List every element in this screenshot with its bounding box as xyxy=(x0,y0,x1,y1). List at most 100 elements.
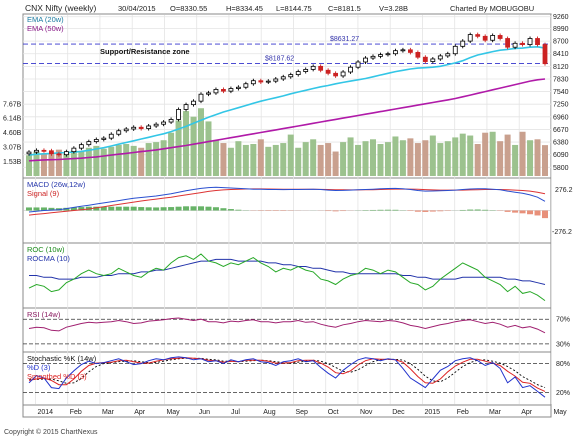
candle-body xyxy=(87,142,91,145)
volume-bar xyxy=(460,134,466,176)
macd-histogram-bar xyxy=(205,207,211,211)
candle-body xyxy=(319,66,323,70)
x-tick-label: Mar xyxy=(102,409,115,416)
candle-body xyxy=(72,148,76,151)
candle-body xyxy=(401,50,405,51)
x-tick-label: Apr xyxy=(521,409,533,416)
volume-bar xyxy=(168,133,174,176)
chart-title: CNX Nifty (weekly) xyxy=(25,3,96,13)
candle-body xyxy=(408,50,412,53)
macd-histogram-bar xyxy=(116,207,122,211)
candle-body xyxy=(27,152,31,154)
volume-bar xyxy=(153,142,159,176)
candle-body xyxy=(521,43,525,44)
volume-bar xyxy=(497,141,503,176)
x-tick-label: May xyxy=(166,409,180,416)
volume-bar xyxy=(78,152,84,176)
x-tick-label: Nov xyxy=(360,409,373,416)
candle-body xyxy=(139,127,143,128)
macd-histogram-bar xyxy=(430,211,436,212)
lower-level-label: $8187.62 xyxy=(265,55,294,62)
volume-bar xyxy=(505,135,511,176)
volume-bar xyxy=(288,135,294,176)
volume-bar xyxy=(228,148,234,176)
candle-body xyxy=(349,67,353,72)
candle-body xyxy=(371,56,375,58)
candle-body xyxy=(109,134,113,138)
volume-tick-label: 1.53B xyxy=(3,159,22,166)
volume-bar xyxy=(542,145,548,176)
volume-bar xyxy=(333,152,339,176)
price-tick-label: 7250 xyxy=(553,102,569,109)
charted-by: Charted By MOBUGOBU xyxy=(450,4,534,13)
legend-rsi: RSI (14w) xyxy=(27,310,61,319)
volume-bar xyxy=(48,154,54,176)
candle-body xyxy=(34,150,38,152)
x-tick-label: 2015 xyxy=(424,409,440,416)
sr-zone-label: Support/Resistance zone xyxy=(100,47,190,56)
macd-histogram-bar xyxy=(131,207,137,211)
volume-bar xyxy=(512,145,518,176)
stoch-tick-label: 20% xyxy=(556,390,570,397)
macd-histogram-bar xyxy=(228,209,234,210)
volume-bar xyxy=(482,133,488,176)
volume-bar xyxy=(415,143,421,176)
volume-bar xyxy=(385,142,391,176)
macd-histogram-bar xyxy=(191,206,197,210)
volume-bar xyxy=(71,151,77,176)
macd-histogram-bar xyxy=(198,206,204,210)
volume-bar xyxy=(527,140,533,176)
volume-bar xyxy=(235,141,241,176)
macd-histogram-bar xyxy=(138,207,144,210)
candle-body xyxy=(289,75,293,77)
macd-histogram-bar xyxy=(512,211,518,213)
volume-bar xyxy=(26,155,32,176)
price-tick-label: 8120 xyxy=(553,64,569,71)
candle-body xyxy=(184,105,188,110)
legend-stoch-k: Stochastic %K (14w) xyxy=(27,354,97,363)
date-readout: 30/04/2015 xyxy=(118,4,156,13)
candle-body xyxy=(446,54,450,56)
candle-body xyxy=(199,94,203,101)
volume-tick-label: 6.14B xyxy=(3,116,22,123)
price-tick-label: 6960 xyxy=(553,114,569,121)
volume-bar xyxy=(490,132,496,176)
candle-body xyxy=(169,119,173,122)
candle-body xyxy=(251,81,255,84)
candle-body xyxy=(177,109,181,119)
volume-bar xyxy=(108,147,114,176)
macd-histogram-bar xyxy=(340,211,346,212)
candle-body xyxy=(132,127,136,129)
price-tick-label: 6670 xyxy=(553,127,569,134)
macd-histogram-bar xyxy=(213,207,219,210)
candle-body xyxy=(311,66,315,69)
legend-macd: MACD (26w,12w) xyxy=(27,180,86,189)
macd-tick-label: -276.2 xyxy=(552,229,572,236)
candle-body xyxy=(266,81,270,82)
price-tick-label: 8410 xyxy=(553,51,569,58)
stoch-tick-label: 80% xyxy=(556,361,570,368)
volume-bar xyxy=(325,143,331,176)
candle-body xyxy=(42,150,46,151)
macd-tick-label: 276.2 xyxy=(555,187,573,194)
x-tick-label: Dec xyxy=(392,409,405,416)
upper-level-label: $8631.27 xyxy=(330,36,359,43)
volume-bar xyxy=(370,139,376,176)
volume-bar xyxy=(220,143,226,176)
volume-bar xyxy=(475,144,481,176)
candle-body xyxy=(274,79,278,81)
volume-bar xyxy=(520,132,526,176)
candle-body xyxy=(221,89,225,91)
volume-bar xyxy=(250,144,256,176)
candle-body xyxy=(214,89,218,92)
x-tick-label: Aug xyxy=(263,409,276,416)
rsi-tick-label: 70% xyxy=(556,317,570,324)
macd-histogram-bar xyxy=(460,210,466,211)
candle-body xyxy=(49,151,53,154)
rsi-tick-label: 30% xyxy=(556,341,570,348)
macd-histogram-bar xyxy=(123,207,129,211)
chart-frame xyxy=(23,14,551,417)
candle-body xyxy=(124,129,128,131)
candle-body xyxy=(326,70,330,73)
legend-stoch-d: %D (3) xyxy=(27,363,51,372)
